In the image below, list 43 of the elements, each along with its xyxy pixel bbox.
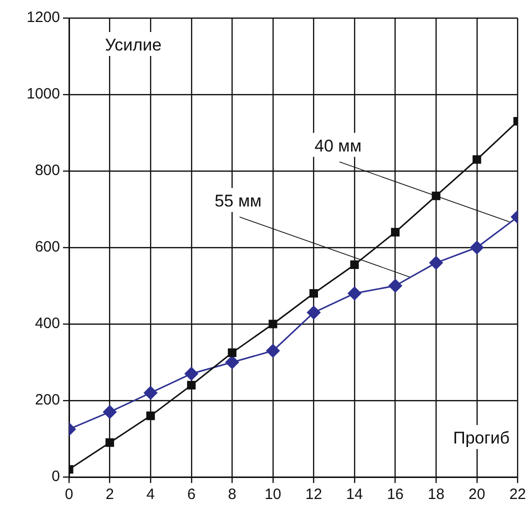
point — [187, 380, 196, 390]
y-tick-label: 1000 — [26, 86, 60, 103]
y-tick-label: 400 — [34, 315, 60, 332]
point — [309, 289, 318, 298]
point — [306, 306, 320, 320]
point — [266, 344, 280, 358]
x-tick-label: 6 — [187, 486, 196, 504]
point — [103, 405, 117, 419]
x-tick-label: 20 — [468, 486, 486, 504]
x-tick-label: 8 — [228, 486, 236, 504]
annotation: 40 мм — [314, 136, 362, 156]
annotation: 55 мм — [214, 192, 262, 211]
y-tick-label: 600 — [34, 238, 60, 256]
point — [268, 320, 278, 328]
x-tick-label: 4 — [146, 486, 155, 504]
x-tick-label: 12 — [305, 486, 322, 504]
point — [348, 286, 362, 300]
point — [470, 240, 484, 254]
y-tick-label: 200 — [34, 392, 60, 409]
point — [225, 356, 239, 369]
x-axis-title: Прогиб — [453, 428, 510, 448]
point — [429, 256, 443, 270]
point — [228, 348, 236, 357]
point — [350, 260, 359, 269]
x-tick-label: 10 — [264, 486, 282, 504]
x-tick-label: 16 — [386, 486, 404, 504]
y-tick-label: 800 — [34, 162, 60, 180]
point — [388, 279, 402, 292]
x-tick-label: 18 — [428, 486, 444, 504]
x-tick-label: 2 — [106, 486, 114, 504]
y-axis-title: Усилие — [105, 36, 162, 55]
point — [391, 228, 400, 236]
point — [472, 155, 482, 164]
point — [184, 366, 198, 380]
y-tick-label: 0 — [52, 468, 60, 486]
point — [432, 192, 440, 200]
point — [144, 386, 158, 400]
y-tick-label: 1200 — [26, 9, 60, 26]
point — [146, 412, 155, 420]
point — [106, 438, 114, 447]
x-tick-label: 22 — [509, 486, 526, 504]
x-tick-label: 0 — [64, 486, 74, 504]
x-tick-label: 14 — [346, 486, 363, 504]
